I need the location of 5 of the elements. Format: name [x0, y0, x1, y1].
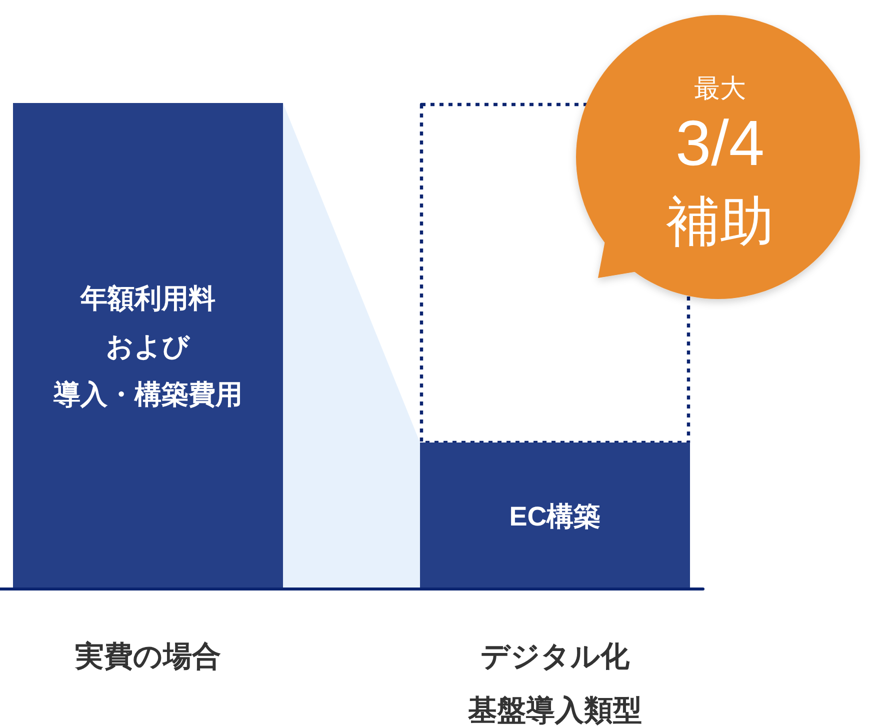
- annotation: EC構築: [509, 501, 601, 532]
- annotation: 最大3/4補助: [666, 73, 774, 252]
- x-tick-label: 実費の場合: [74, 640, 221, 673]
- x-tick-label: デジタル化基盤導入類型: [467, 641, 642, 727]
- annotation: 年額利用料および導入・構築費用: [54, 284, 242, 410]
